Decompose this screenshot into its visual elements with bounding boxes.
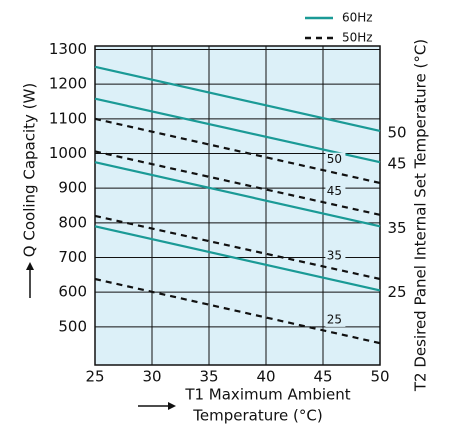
x-tick-label: 40 (256, 368, 275, 386)
y-tick-label: 1200 (49, 75, 87, 93)
plot-frame (94, 45, 381, 366)
line-label-bg (325, 248, 346, 263)
y-tick-label: 1300 (49, 40, 87, 58)
y-axis-label: Q Cooling Capacity (W) (21, 83, 39, 257)
legend-label: 60Hz (342, 11, 373, 25)
series-line (94, 97, 381, 164)
series-line (94, 225, 381, 292)
line-label-bg (325, 152, 346, 167)
y2-axis-label: T2 Desired Panel Internal Set Temperatur… (412, 39, 430, 392)
line-label: 45 (327, 184, 342, 198)
y-tick-label: 500 (58, 317, 87, 335)
line-label: 25 (387, 283, 406, 301)
x-tick-label: 25 (85, 368, 104, 386)
series-line (94, 117, 381, 185)
x-axis-label: Temperature (°C) (192, 407, 322, 425)
y-tick-label: 1000 (49, 144, 87, 162)
x-tick-label: 50 (370, 368, 389, 386)
x-arrow-head (168, 402, 176, 410)
series-line (94, 161, 381, 228)
series-line (94, 277, 381, 345)
y-tick-label: 1100 (49, 109, 87, 127)
legend-label: 50Hz (342, 31, 373, 45)
line-label: 35 (327, 248, 342, 262)
x-tick-label: 45 (313, 368, 332, 386)
y-tick-label: 800 (58, 213, 87, 231)
series-line (94, 65, 381, 133)
x-tick-label: 30 (142, 368, 161, 386)
line-label-bg (325, 184, 346, 199)
y-tick-label: 700 (58, 248, 87, 266)
line-label: 45 (387, 155, 406, 173)
series-line (94, 214, 381, 281)
line-label: 25 (327, 312, 342, 326)
line-label: 35 (387, 219, 406, 237)
line-label: 50 (327, 152, 342, 166)
series-line (94, 150, 381, 216)
line-label: 50 (387, 123, 406, 141)
y-tick-label: 900 (58, 179, 87, 197)
x-axis-label: T1 Maximum Ambient (184, 386, 350, 404)
line-label-bg (325, 312, 346, 327)
x-tick-label: 35 (199, 368, 218, 386)
y-arrow-head (26, 262, 34, 270)
y-tick-label: 600 (58, 283, 87, 301)
